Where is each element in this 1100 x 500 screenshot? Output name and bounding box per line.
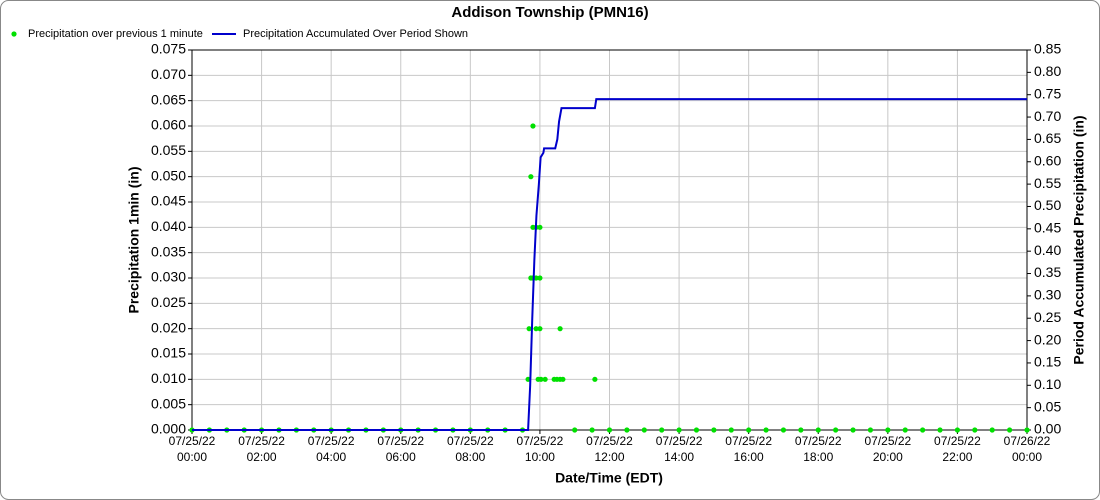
precip-point — [815, 427, 821, 433]
precip-point — [989, 427, 995, 433]
x-tick-label: 07/25/22 22:00 — [934, 434, 981, 464]
precip-point — [937, 427, 943, 433]
y-tick-label: 0.010 — [151, 370, 186, 386]
precip-point — [920, 427, 926, 433]
y2-tick-label: 0.45 — [1034, 220, 1061, 236]
precip-point — [589, 427, 595, 433]
y2-tick-label: 0.00 — [1034, 421, 1061, 437]
precip-point — [659, 427, 665, 433]
precip-point — [537, 326, 543, 332]
x-tick-label: 07/25/22 10:00 — [517, 434, 564, 464]
precip-point — [1007, 427, 1013, 433]
x-tick-label: 07/25/22 04:00 — [308, 434, 355, 464]
x-tick-label: 07/25/22 18:00 — [795, 434, 842, 464]
precip-point — [693, 427, 700, 433]
y2-tick-label: 0.80 — [1034, 63, 1061, 79]
precip-point — [972, 427, 978, 433]
precip-point — [954, 427, 961, 433]
y2-tick-label: 0.60 — [1034, 152, 1061, 168]
y2-tick-label: 0.50 — [1034, 197, 1061, 213]
precip-point — [538, 376, 544, 382]
y2-tick-label: 0.65 — [1034, 130, 1061, 146]
y-tick-label: 0.030 — [151, 269, 186, 285]
y2-tick-label: 0.15 — [1034, 354, 1061, 370]
y-tick-label: 0.050 — [151, 167, 186, 183]
precip-point — [641, 427, 647, 433]
y2-tick-label: 0.10 — [1034, 376, 1061, 392]
precip-point — [1024, 427, 1030, 433]
y-tick-label: 0.025 — [151, 294, 186, 310]
legend-label: Precipitation over previous 1 minute — [28, 28, 203, 40]
y2-tick-label: 0.40 — [1034, 242, 1061, 258]
precip-point — [746, 427, 752, 433]
x-tick-label: 07/25/22 06:00 — [377, 434, 424, 464]
precip-point — [533, 326, 539, 332]
precip-point — [560, 376, 566, 382]
precip-point — [528, 174, 534, 180]
precip-point — [542, 376, 548, 382]
precip-point — [537, 275, 543, 281]
y2-axis-label: Period Accumulated Precipitation (in) — [1071, 115, 1087, 364]
precip-point — [537, 224, 543, 230]
y2-tick-label: 0.75 — [1034, 85, 1061, 101]
y-tick-label: 0.020 — [151, 319, 186, 335]
x-tick-label: 07/25/22 08:00 — [447, 434, 494, 464]
y2-tick-label: 0.35 — [1034, 264, 1061, 280]
x-tick-label: 07/25/22 20:00 — [864, 434, 911, 464]
precip-point — [526, 326, 532, 332]
y-tick-label: 0.045 — [151, 193, 186, 209]
precip-point — [624, 427, 630, 433]
precip-point — [780, 427, 787, 433]
legend-marker — [11, 31, 17, 37]
precip-point — [763, 427, 769, 433]
precip-point — [592, 376, 598, 382]
y-tick-label: 0.005 — [151, 395, 186, 411]
y2-tick-label: 0.25 — [1034, 309, 1061, 325]
precip-point — [885, 427, 891, 433]
precip-point — [606, 427, 613, 433]
x-tick-label: 07/25/22 12:00 — [586, 434, 633, 464]
y-tick-label: 0.055 — [151, 142, 186, 158]
x-tick-label: 07/26/22 00:00 — [1004, 434, 1051, 464]
y2-tick-label: 0.30 — [1034, 287, 1061, 303]
accumulated-line — [192, 98, 1027, 431]
x-tick-label: 07/25/22 02:00 — [238, 434, 285, 464]
precip-point — [728, 427, 734, 433]
y2-tick-label: 0.05 — [1034, 398, 1061, 414]
x-tick-label: 07/25/22 14:00 — [656, 434, 703, 464]
x-axis-label: Date/Time (EDT) — [555, 470, 663, 486]
y-tick-label: 0.065 — [151, 91, 186, 107]
legend-label: Precipitation Accumulated Over Period Sh… — [243, 28, 468, 40]
precip-point — [530, 123, 536, 129]
precip-point — [711, 427, 717, 433]
y-axis-label: Precipitation 1min (in) — [126, 166, 142, 313]
y-tick-label: 0.035 — [151, 243, 186, 259]
y-tick-label: 0.000 — [151, 421, 186, 437]
y2-tick-label: 0.20 — [1034, 331, 1061, 347]
y-tick-label: 0.060 — [151, 117, 186, 133]
chart-title: Addison Township (PMN16) — [451, 4, 648, 21]
x-tick-label: 07/25/22 16:00 — [725, 434, 772, 464]
precip-point — [833, 427, 839, 433]
y-tick-label: 0.015 — [151, 345, 186, 361]
y2-tick-label: 0.70 — [1034, 108, 1061, 124]
precip-point — [557, 326, 563, 332]
precip-point — [850, 427, 856, 433]
y-tick-label: 0.040 — [151, 218, 186, 234]
precip-point — [902, 427, 908, 433]
y-tick-label: 0.075 — [151, 41, 186, 57]
y2-tick-label: 0.55 — [1034, 175, 1061, 191]
precip-point — [798, 427, 804, 433]
y-tick-label: 0.070 — [151, 66, 186, 82]
y2-tick-label: 0.85 — [1034, 41, 1061, 57]
precip-point — [533, 275, 539, 281]
x-tick-label: 07/25/22 00:00 — [169, 434, 216, 464]
precip-point — [867, 427, 874, 433]
precip-point — [676, 427, 682, 433]
precip-point — [572, 427, 578, 433]
